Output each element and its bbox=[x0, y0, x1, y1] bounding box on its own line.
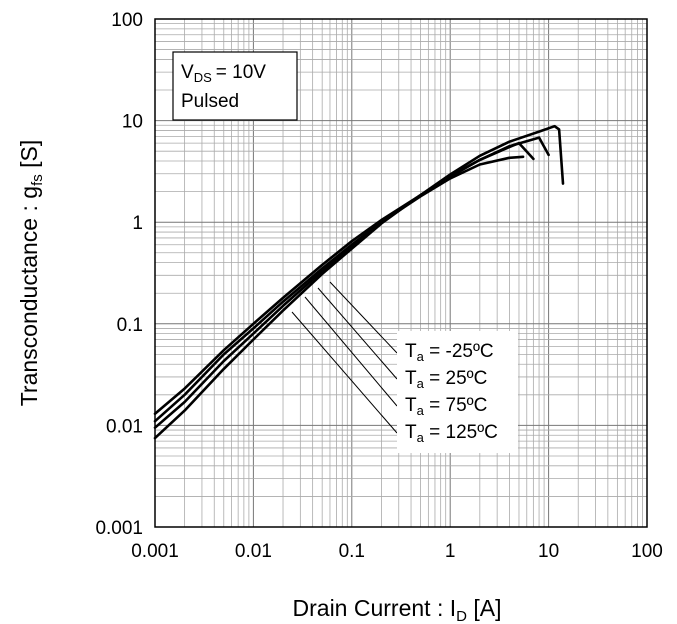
conditions-line-1: VDS = 10V bbox=[181, 62, 266, 85]
legend-entry-4: Ta = 125ºC bbox=[405, 422, 498, 445]
vds-subscript: DS bbox=[194, 70, 212, 85]
x-tick-label: 1 bbox=[445, 541, 456, 562]
x-tick-label: 10 bbox=[538, 541, 559, 562]
x-axis-label: Drain Current : ID [A] bbox=[293, 595, 502, 624]
legend: Ta = -25ºC Ta = 25ºC Ta = 75ºC Ta = 125º… bbox=[397, 331, 518, 453]
leader-line-1 bbox=[329, 281, 398, 354]
legend-entry-3: Ta = 75ºC bbox=[405, 395, 487, 418]
y-tick-label: 0.1 bbox=[117, 315, 143, 336]
legend-leaders bbox=[291, 281, 398, 434]
leader-line-2 bbox=[317, 287, 398, 380]
legend-entry-1: Ta = -25ºC bbox=[405, 341, 494, 364]
series-group bbox=[153, 124, 565, 440]
conditions-line-2: Pulsed bbox=[181, 91, 239, 112]
x-tick-label: 100 bbox=[631, 541, 663, 562]
y-tick-label: 10 bbox=[122, 112, 143, 133]
x-tick-label: 0.01 bbox=[235, 541, 272, 562]
plot-frame bbox=[154, 18, 648, 528]
conditions-box-frame bbox=[172, 51, 298, 121]
conditions-box: VDS = 10V Pulsed bbox=[172, 51, 298, 121]
x-tick-label: 0.1 bbox=[339, 541, 365, 562]
legend-entry-2: Ta = 25ºC bbox=[405, 368, 487, 391]
y-tick-labels: 0.001 0.01 0.1 1 10 100 bbox=[95, 10, 143, 539]
y-tick-label: 100 bbox=[111, 10, 143, 31]
y-tick-label: 0.01 bbox=[106, 416, 143, 437]
y-axis-label: Transconductance : gfs [S] bbox=[16, 140, 46, 407]
series-line-3 bbox=[153, 136, 550, 429]
leader-line-4 bbox=[291, 311, 398, 434]
y-tick-label: 1 bbox=[132, 213, 143, 234]
series-line-4 bbox=[153, 124, 565, 440]
legend-frame bbox=[397, 331, 518, 453]
x-tick-label: 0.001 bbox=[131, 541, 179, 562]
y-tick-label: 0.001 bbox=[95, 518, 143, 539]
x-tick-labels: 0.001 0.01 0.1 1 10 100 bbox=[131, 541, 663, 562]
vds-symbol: V bbox=[181, 62, 194, 83]
leader-line-3 bbox=[304, 296, 398, 407]
vds-value: = 10V bbox=[216, 62, 267, 83]
